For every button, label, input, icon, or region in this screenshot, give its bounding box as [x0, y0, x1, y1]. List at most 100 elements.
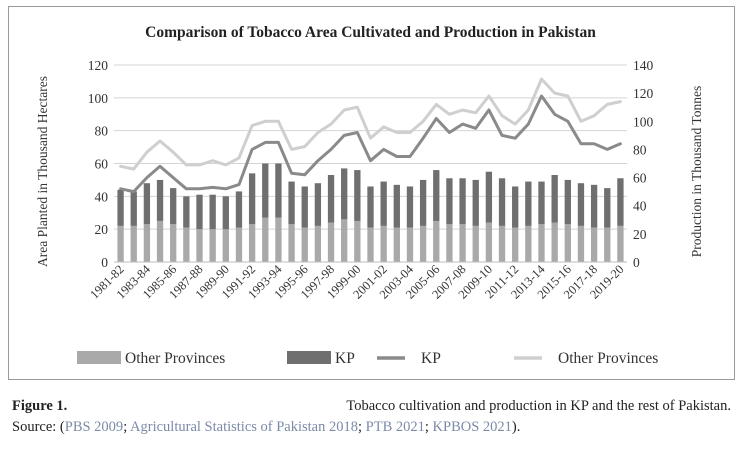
y-tick-label-left: 100 — [88, 91, 109, 106]
chart-title: Comparison of Tobacco Area Cultivated an… — [145, 24, 596, 41]
citation-separator: ; — [358, 419, 366, 435]
legend-label: Other Provinces — [125, 350, 225, 367]
y-tick-label-right: 20 — [633, 227, 647, 242]
source-suffix: ). — [511, 419, 521, 435]
bar-other-provinces — [354, 220, 361, 262]
citation-separator: ; — [424, 419, 433, 435]
bar-kp — [406, 186, 414, 228]
y-tick-label-left: 20 — [95, 222, 109, 237]
caption-text: Tobacco cultivation and production in KP… — [346, 398, 731, 414]
bar-other-provinces — [446, 224, 453, 262]
bar-other-provinces — [170, 224, 177, 262]
bar-kp — [472, 179, 479, 226]
bar-other-provinces — [590, 227, 598, 262]
citation-link[interactable]: PBS 2009 — [64, 419, 124, 435]
bar-kp — [235, 191, 243, 228]
bar-kp — [222, 196, 229, 230]
bar-kp — [617, 178, 624, 226]
bar-kp — [367, 186, 374, 228]
citation-link[interactable]: Agricultural Statistics of Pakistan 2018 — [130, 419, 358, 435]
bar-other-provinces — [156, 220, 164, 262]
bar-kp — [170, 188, 177, 225]
bar-other-provinces — [419, 225, 427, 262]
line-kp — [119, 94, 622, 194]
bar-other-provinces — [209, 229, 216, 262]
bar-kp — [354, 170, 361, 221]
y-tick-label-left: 120 — [88, 58, 109, 73]
legend-label: KP — [335, 350, 355, 367]
bar-other-provinces — [341, 219, 348, 262]
y-tick-label-right: 0 — [633, 255, 640, 270]
bar-kp — [288, 181, 295, 225]
bar-other-provinces — [183, 227, 190, 262]
y-tick-label-right: 120 — [633, 86, 654, 101]
bar-kp — [419, 179, 427, 226]
caption-source: Source: (PBS 2009; Agricultural Statisti… — [12, 417, 731, 438]
bar-kp — [551, 174, 558, 223]
bar-other-provinces — [248, 224, 256, 262]
bar-other-provinces — [288, 224, 295, 262]
bar-kp — [538, 181, 545, 225]
bar-other-provinces — [380, 225, 387, 262]
bar-kp — [577, 183, 585, 226]
y-tick-label-right: 60 — [633, 171, 647, 186]
legend-swatch — [287, 351, 331, 364]
bar-other-provinces — [551, 222, 558, 262]
bar-other-provinces — [617, 225, 624, 262]
citation-link[interactable]: PTB 2021 — [365, 419, 425, 435]
caption-line-1: Figure 1. Tobacco cultivation and produc… — [12, 396, 731, 417]
bar-kp — [380, 181, 387, 226]
chart-svg: Comparison of Tobacco Area Cultivated an… — [35, 24, 704, 367]
bar-other-provinces — [143, 224, 151, 262]
bar-kp — [301, 186, 308, 228]
y-tick-label-left: 80 — [95, 124, 109, 139]
bar-other-provinces — [262, 217, 269, 262]
bar-kp — [314, 183, 322, 226]
bar-other-provinces — [498, 225, 506, 262]
y-tick-label-left: 0 — [101, 255, 108, 270]
legend-label: Other Provinces — [558, 350, 658, 367]
citation-link[interactable]: KPBOS 2021 — [432, 419, 512, 435]
bar-kp — [433, 170, 440, 221]
source-prefix: Source: ( — [12, 419, 65, 435]
bar-other-provinces — [433, 220, 440, 262]
bar-other-provinces — [604, 227, 611, 262]
bar-kp — [341, 168, 348, 220]
y-tick-label-left: 40 — [95, 189, 109, 204]
bar-other-provinces — [235, 227, 243, 262]
bar-other-provinces — [314, 225, 322, 262]
bar-other-provinces — [472, 225, 479, 262]
bar-kp — [156, 179, 164, 221]
line-other-provinces — [119, 77, 622, 171]
chart-frame: Comparison of Tobacco Area Cultivated an… — [8, 6, 735, 380]
citation-separator: ; — [123, 419, 131, 435]
bar-kp — [446, 178, 453, 225]
bar-kp — [525, 181, 532, 226]
legend-label: KP — [421, 350, 441, 367]
bar-other-provinces — [130, 225, 137, 262]
y-tick-label-right: 40 — [633, 199, 647, 214]
y-tick-label-right: 140 — [633, 58, 654, 73]
bar-kp — [130, 191, 137, 226]
bar-kp — [248, 173, 256, 225]
bar-other-provinces — [275, 217, 282, 262]
y-tick-label-right: 100 — [633, 114, 654, 129]
bar-kp — [143, 183, 151, 225]
bar-other-provinces — [327, 222, 335, 262]
bar-kp — [196, 194, 203, 230]
bar-kp — [459, 178, 466, 225]
bar-other-provinces — [564, 224, 571, 262]
bar-kp — [327, 174, 335, 223]
bar-other-provinces — [222, 229, 229, 262]
bar-kp — [209, 194, 216, 230]
figure-label: Figure 1. — [12, 398, 68, 414]
y-axis-label-left: Area Planted in Thousand Hectares — [35, 76, 50, 267]
bar-other-provinces — [485, 222, 493, 262]
bar-other-provinces — [459, 224, 466, 262]
bar-kp — [183, 196, 190, 228]
bar-kp — [393, 184, 400, 228]
bar-kp — [485, 171, 493, 223]
y-tick-label-left: 60 — [95, 157, 109, 172]
figure-caption: Figure 1. Tobacco cultivation and produc… — [12, 396, 731, 438]
bar-kp — [498, 178, 506, 226]
